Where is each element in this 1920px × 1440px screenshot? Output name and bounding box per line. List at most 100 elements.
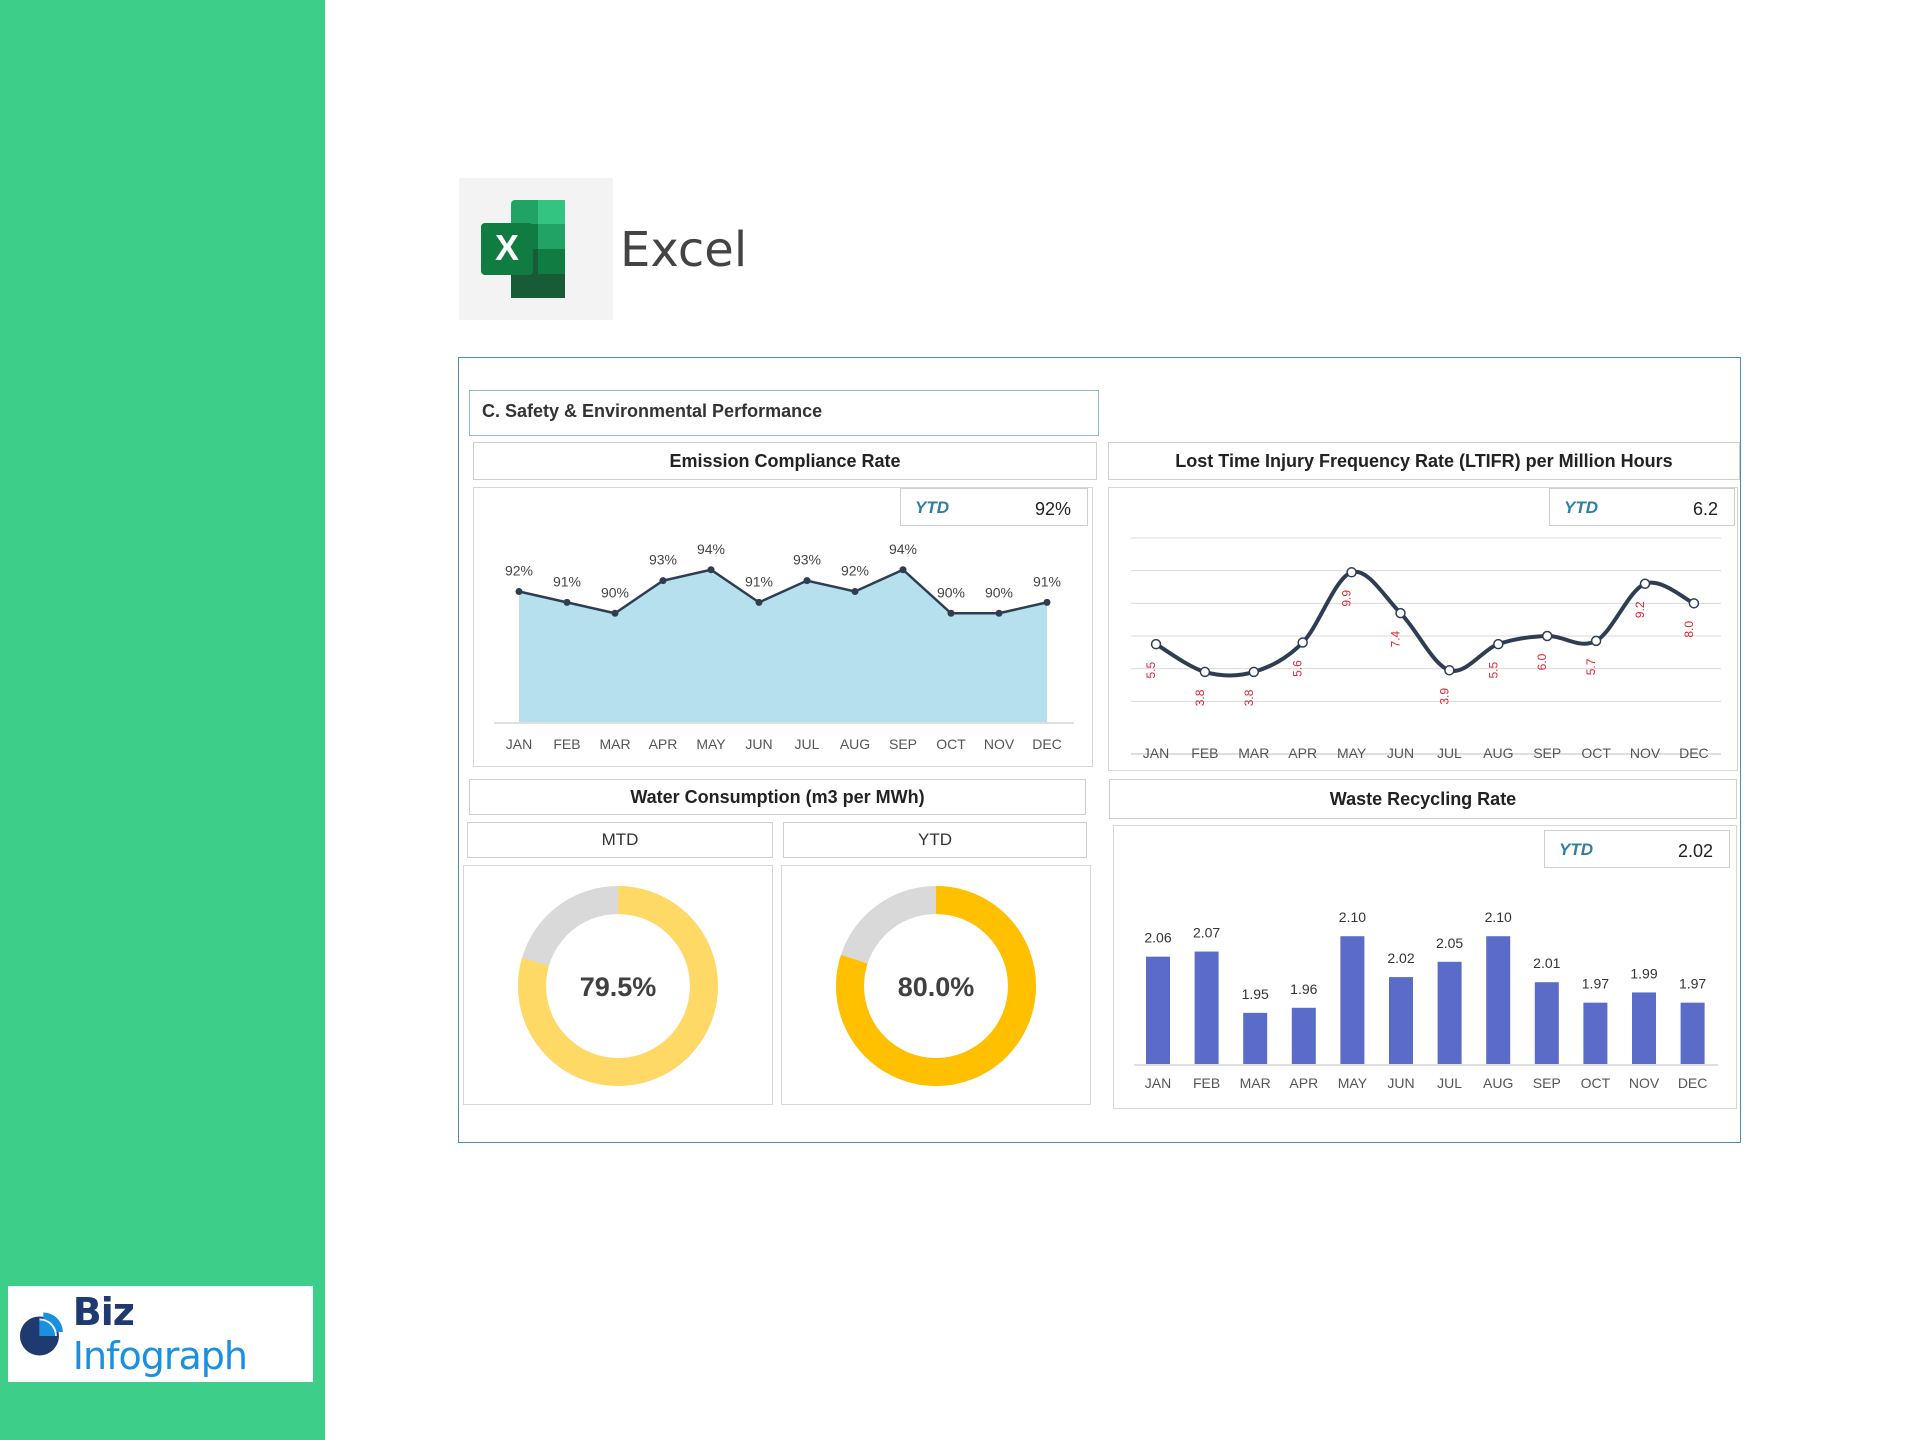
ltifr-ytd-box: YTD 6.2 <box>1549 488 1735 526</box>
bar <box>1389 977 1413 1064</box>
data-point <box>1043 598 1051 606</box>
x-tick-label: OCT <box>1581 1075 1611 1091</box>
data-label: 2.10 <box>1485 909 1512 925</box>
data-label: 91% <box>1033 573 1061 589</box>
emission-chart: 92% JAN 91% FEB 90% MAR 93% APR 94% MAY 91% JUN 93% J… <box>494 541 1074 752</box>
x-tick-label: FEB <box>553 736 580 752</box>
data-label: 91% <box>553 573 581 589</box>
bar <box>1243 1012 1268 1064</box>
data-label: 5.6 <box>1291 660 1305 677</box>
data-point <box>803 577 811 585</box>
emission-chart-panel: YTD 92% 92% JAN 91% FEB 90% MAR 93% APR 94% MAY 91… <box>473 487 1093 767</box>
data-label: 9.2 <box>1633 601 1647 618</box>
data-point <box>1346 567 1357 578</box>
x-tick-label: FEB <box>1193 1075 1220 1091</box>
x-tick-label: JAN <box>1143 745 1169 761</box>
data-label: 1.96 <box>1290 981 1317 997</box>
data-label: 1.99 <box>1630 965 1657 981</box>
donut-value-arc <box>518 886 718 1086</box>
waste-ytd-value: 2.02 <box>1677 841 1713 861</box>
x-tick-label: DEC <box>1032 736 1062 752</box>
x-tick-label: SEP <box>1533 1075 1561 1091</box>
ltifr-title: Lost Time Injury Frequency Rate (LTIFR) … <box>1108 442 1740 480</box>
water-title: Water Consumption (m3 per MWh) <box>469 779 1086 815</box>
data-point <box>1444 665 1455 676</box>
x-tick-label: JUL <box>1437 745 1462 761</box>
data-label: 2.10 <box>1339 909 1366 925</box>
waste-ytd-box: YTD 2.02 <box>1544 830 1730 868</box>
x-tick-label: NOV <box>1629 1075 1660 1091</box>
bar <box>1583 1002 1608 1064</box>
mtd-header: MTD <box>467 822 773 858</box>
x-tick-label: APR <box>1288 745 1317 761</box>
data-point <box>1688 598 1700 609</box>
emission-ytd-box: YTD 92% <box>900 488 1088 526</box>
mtd-donut-panel: 79.5% <box>463 865 773 1105</box>
x-tick-label: MAR <box>1240 1075 1271 1091</box>
bar <box>1194 951 1219 1064</box>
data-point <box>1248 666 1260 678</box>
app-name: Excel <box>620 222 748 278</box>
ytd-header: YTD <box>783 822 1087 858</box>
x-tick-label: JUL <box>795 736 820 752</box>
sidebar <box>0 0 325 1440</box>
data-label: 5.7 <box>1584 658 1598 675</box>
bar <box>1632 992 1656 1064</box>
brand-part1: Biz <box>72 1290 135 1334</box>
data-label: 1.97 <box>1679 976 1706 992</box>
data-label: 94% <box>889 541 917 557</box>
x-tick-label: AUG <box>840 736 870 752</box>
x-tick-label: AUG <box>1483 745 1513 761</box>
data-point <box>611 609 619 617</box>
waste-title: Waste Recycling Rate <box>1109 779 1737 819</box>
data-label: 2.01 <box>1533 955 1560 971</box>
data-point <box>1395 607 1406 619</box>
ytd-label: YTD <box>1564 498 1598 517</box>
mtd-value: 79.5% <box>580 972 657 1002</box>
data-point <box>563 598 571 606</box>
donut-value-arc <box>836 886 1036 1086</box>
data-point <box>1493 638 1504 650</box>
x-tick-label: APR <box>649 736 678 752</box>
data-label: 90% <box>985 584 1013 600</box>
waste-chart: 2.06 JAN 2.07 FEB 1.95 MAR 1.96 APR 2.10 MAY 2.02 J… <box>1134 909 1718 1091</box>
data-point <box>659 577 667 585</box>
data-label: 93% <box>793 552 821 568</box>
x-tick-label: NOV <box>984 736 1015 752</box>
x-tick-label: OCT <box>936 736 966 752</box>
data-label: 90% <box>601 584 629 600</box>
data-label: 93% <box>649 552 677 568</box>
bar <box>1437 961 1462 1064</box>
mtd-donut-chart: 79.5% <box>518 886 718 1086</box>
emission-title: Emission Compliance Rate <box>473 442 1097 480</box>
data-label: 92% <box>505 563 533 579</box>
dashboard-frame: C. Safety & Environmental Performance Em… <box>458 357 1741 1143</box>
x-tick-label: JUN <box>1387 745 1414 761</box>
x-tick-label: MAY <box>1337 745 1367 761</box>
x-tick-label: MAY <box>696 736 726 752</box>
x-tick-label: JUN <box>1387 1075 1414 1091</box>
data-label: 5.5 <box>1486 662 1500 679</box>
x-tick-label: JAN <box>506 736 532 752</box>
x-tick-label: DEC <box>1678 1075 1708 1091</box>
data-label: 90% <box>937 584 965 600</box>
ltifr-ytd-value: 6.2 <box>1692 499 1718 519</box>
ytd-label: YTD <box>915 498 949 517</box>
data-label: 8.0 <box>1682 621 1696 638</box>
ytd-value: 80.0% <box>898 972 975 1002</box>
data-point <box>1590 635 1602 647</box>
x-tick-label: JAN <box>1145 1075 1171 1091</box>
emission-ytd-value: 92% <box>1034 499 1071 519</box>
data-point <box>1541 630 1553 642</box>
data-point <box>1639 578 1651 589</box>
x-tick-label: SEP <box>1533 745 1561 761</box>
data-label: 3.8 <box>1242 689 1256 706</box>
ytd-label: YTD <box>1559 840 1593 859</box>
data-label: 94% <box>697 541 725 557</box>
bar <box>1486 936 1511 1064</box>
x-tick-label: APR <box>1289 1075 1318 1091</box>
x-tick-label: JUL <box>1437 1075 1462 1091</box>
data-point <box>755 598 763 606</box>
x-tick-label: FEB <box>1191 745 1218 761</box>
bar <box>1680 1002 1705 1064</box>
